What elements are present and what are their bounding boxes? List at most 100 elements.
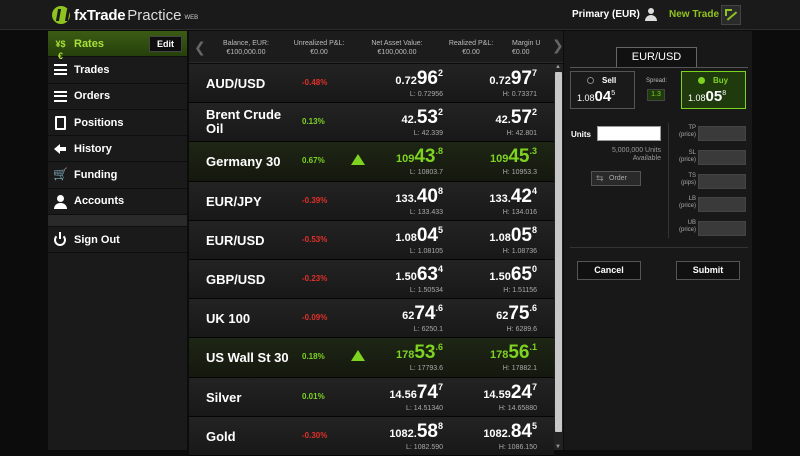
ticket-divider bbox=[570, 67, 748, 68]
sidebar-item-label: Accounts bbox=[74, 195, 125, 208]
submit-button[interactable]: Submit bbox=[676, 261, 740, 280]
ticket-pair-tab[interactable]: EUR/USD bbox=[616, 47, 697, 68]
rate-row[interactable]: Silver 0.01% 14.56747 14.59247 L: 14.51340 H:… bbox=[189, 377, 554, 417]
instrument-name: GBP/USD bbox=[206, 271, 266, 287]
ask-price[interactable]: 14.59247 bbox=[483, 381, 537, 403]
sell-price: 1.08045 bbox=[577, 88, 616, 105]
cancel-button[interactable]: Cancel bbox=[577, 261, 641, 280]
instrument-name: Brent Crude Oil bbox=[206, 107, 282, 137]
low-price: L: 1.08105 bbox=[409, 247, 443, 255]
summary-net-asset-value: Net Asset Value: €100,000.00 bbox=[371, 40, 423, 56]
sidebar-item-positions[interactable]: Positions bbox=[48, 110, 187, 137]
bid-price[interactable]: 1.50634 bbox=[395, 263, 443, 285]
bid-price[interactable]: 42.532 bbox=[401, 107, 443, 129]
trailing-stop-input[interactable] bbox=[698, 174, 746, 189]
high-price: H: 1086.150 bbox=[498, 443, 537, 451]
daily-change: 0.13% bbox=[302, 117, 325, 127]
logo-web: WEB bbox=[184, 15, 199, 21]
units-input[interactable] bbox=[597, 126, 661, 141]
sell-button[interactable]: Sell 1.08045 bbox=[570, 71, 635, 109]
power-icon bbox=[54, 232, 66, 247]
high-price: H: 134.016 bbox=[502, 208, 537, 216]
bid-price[interactable]: 1082.588 bbox=[389, 420, 443, 442]
chevron-left-icon[interactable]: ❮ bbox=[194, 39, 206, 55]
low-price: L: 1082.590 bbox=[406, 443, 443, 451]
rate-row[interactable]: AUD/USD -0.48% 0.72962 0.72977 L: 0.72956 H: … bbox=[189, 64, 554, 104]
bid-price[interactable]: 14.56747 bbox=[389, 381, 443, 403]
edit-button[interactable]: Edit bbox=[149, 36, 182, 52]
sidebar-item-funding[interactable]: 🛒 Funding bbox=[48, 162, 187, 189]
buy-button[interactable]: Buy 1.08058 bbox=[681, 71, 746, 109]
scroll-down-icon[interactable]: ▼ bbox=[555, 444, 561, 450]
ask-price[interactable]: 0.72977 bbox=[489, 68, 537, 89]
bid-price[interactable]: 10943.8 bbox=[395, 146, 443, 168]
sidebar-item-label: Sign Out bbox=[74, 233, 120, 246]
high-price: H: 6289.6 bbox=[506, 326, 537, 334]
summary-balance: Balance, EUR: €100,000.00 bbox=[223, 40, 269, 56]
order-toggle-button[interactable]: Order bbox=[591, 171, 641, 186]
logo-main: fxTrade bbox=[74, 6, 126, 24]
ask-price[interactable]: 1.50650 bbox=[489, 263, 537, 285]
sidebar-item-trades[interactable]: Trades bbox=[48, 57, 187, 84]
user-icon bbox=[54, 194, 67, 209]
ask-price[interactable]: 133.424 bbox=[489, 185, 537, 207]
ask-price[interactable]: 1082.845 bbox=[483, 420, 537, 442]
sell-radio-icon bbox=[587, 77, 594, 84]
rate-row[interactable]: EUR/JPY -0.39% 133.408 133.424 L: 133.433 H: … bbox=[189, 181, 554, 221]
chevron-right-icon[interactable]: ❯ bbox=[552, 37, 564, 53]
bid-price[interactable]: 0.72962 bbox=[395, 68, 443, 89]
rate-row[interactable]: Gold -0.30% 1082.588 1082.845 L: 1082.590 H: … bbox=[189, 416, 554, 456]
low-price: L: 133.433 bbox=[409, 208, 443, 216]
sl-label: SL (price) bbox=[678, 150, 696, 163]
ask-price[interactable]: 42.572 bbox=[495, 107, 537, 129]
rates-scrollbar[interactable]: ▲ ▼ bbox=[554, 64, 563, 450]
account-selector[interactable]: Primary (EUR) bbox=[572, 9, 640, 20]
daily-change: 0.67% bbox=[302, 156, 325, 166]
ask-price[interactable]: 10945.3 bbox=[489, 146, 537, 168]
rate-row[interactable]: Brent Crude Oil 0.13% 42.532 42.572 L: 42.339… bbox=[189, 103, 554, 143]
rate-row[interactable]: GBP/USD -0.23% 1.50634 1.50650 L: 1.50534 H: … bbox=[189, 259, 554, 300]
rate-row[interactable]: Germany 30 0.67% 10943.8 10945.3 L: 10803.7 H… bbox=[189, 142, 554, 182]
daily-change: 0.01% bbox=[302, 391, 325, 401]
new-trade-icon[interactable] bbox=[721, 5, 741, 25]
spread-label: Spread: bbox=[646, 78, 668, 84]
ask-price[interactable]: 17856.1 bbox=[489, 342, 537, 364]
bid-price[interactable]: 6274.6 bbox=[402, 303, 443, 325]
sidebar-item-rates[interactable]: ¥$€ Rates Edit bbox=[48, 31, 187, 61]
new-trade-link[interactable]: New Trade bbox=[669, 9, 720, 20]
scrollbar-thumb[interactable] bbox=[555, 72, 562, 432]
ticket-vertical-divider bbox=[668, 123, 669, 238]
account-summary-bar: ❮ Balance, EUR: €100,000.00 Unrealized P… bbox=[189, 31, 563, 63]
user-icon[interactable] bbox=[645, 8, 657, 21]
rate-row[interactable]: UK 100 -0.09% 6274.6 6275.6 L: 6250.1 H: 6289… bbox=[189, 299, 554, 339]
upper-bound-input[interactable] bbox=[698, 221, 746, 236]
sidebar-item-history[interactable]: History bbox=[48, 136, 187, 163]
take-profit-input[interactable] bbox=[698, 126, 746, 141]
buy-radio-icon bbox=[698, 77, 705, 84]
spread-value: 1.3 bbox=[647, 89, 665, 101]
scroll-up-icon[interactable]: ▲ bbox=[555, 64, 561, 70]
sidebar-item-orders[interactable]: Orders bbox=[48, 84, 187, 110]
logo-icon bbox=[52, 6, 70, 24]
ask-price[interactable]: 1.08058 bbox=[489, 224, 537, 246]
ask-price[interactable]: 6275.6 bbox=[496, 303, 537, 325]
up-trend-icon bbox=[351, 350, 365, 362]
sidebar-item-label: Funding bbox=[74, 169, 118, 182]
sidebar-item-signout[interactable]: Sign Out bbox=[48, 227, 187, 254]
sidebar-item-accounts[interactable]: Accounts bbox=[48, 189, 187, 216]
low-price: L: 6250.1 bbox=[413, 326, 443, 334]
bid-price[interactable]: 1.08045 bbox=[395, 224, 443, 246]
lower-bound-input[interactable] bbox=[698, 197, 746, 212]
bid-price[interactable]: 133.408 bbox=[395, 185, 443, 207]
sidebar: ¥$€ Rates Edit Trades Orders Positions H… bbox=[48, 31, 187, 450]
instrument-name: EUR/JPY bbox=[206, 193, 262, 209]
ts-label: TS (pips) bbox=[680, 173, 696, 186]
rate-row[interactable]: US Wall St 30 0.18% 17853.6 17856.1 L: 17793… bbox=[189, 338, 554, 378]
list-icon bbox=[54, 64, 67, 76]
sidebar-item-label: Orders bbox=[74, 90, 111, 103]
rate-row[interactable]: EUR/USD -0.53% 1.08045 1.08058 L: 1.08105 H: … bbox=[189, 220, 554, 260]
orders-icon bbox=[54, 90, 67, 102]
sidebar-divider bbox=[48, 215, 187, 228]
stop-loss-input[interactable] bbox=[698, 150, 746, 165]
bid-price[interactable]: 17853.6 bbox=[395, 342, 443, 364]
